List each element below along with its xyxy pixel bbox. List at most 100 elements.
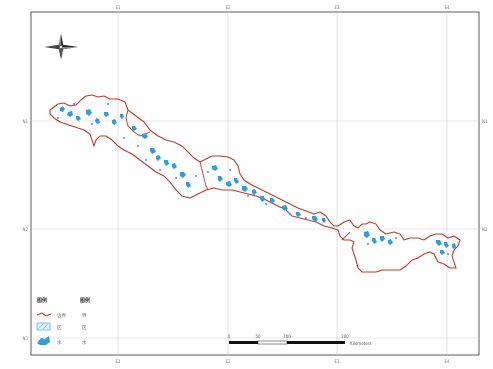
water-patch	[270, 198, 275, 204]
legend-label2-hatched: 区	[82, 325, 87, 331]
water-dot	[175, 177, 177, 179]
water-dot	[57, 117, 59, 119]
water-patch	[120, 114, 124, 119]
water-patch	[180, 172, 186, 178]
legend-label2-boundary: 界	[82, 313, 87, 319]
water-patch	[150, 148, 156, 154]
water-dot	[159, 169, 161, 171]
top-label-4: E4	[444, 5, 450, 10]
right-label-2: N2	[482, 227, 488, 232]
water-patch	[260, 196, 265, 202]
scale-segment-1	[229, 341, 258, 344]
water-patch	[67, 111, 73, 117]
water-patch	[372, 238, 377, 244]
water-patch	[322, 218, 326, 223]
water-patch	[226, 181, 232, 187]
water-dots	[57, 103, 449, 255]
water-patch	[440, 250, 445, 255]
water-patch	[104, 112, 109, 117]
left-label-3: N3	[22, 336, 28, 341]
left-label-2: N2	[22, 227, 28, 232]
interior-boundary-3	[341, 231, 351, 241]
water-patch	[252, 189, 257, 195]
legend-label-boundary: 边界	[57, 312, 66, 319]
water-dot	[137, 145, 139, 147]
water-features	[60, 106, 456, 255]
map-frame	[30, 11, 480, 356]
scale-bar: 0 50 100 200 Kilometers	[228, 334, 372, 346]
scale-tick-50: 50	[255, 334, 261, 339]
water-patch	[242, 186, 248, 192]
interior-boundary-2	[125, 109, 151, 137]
top-label-3: E3	[334, 5, 340, 10]
legend-label-hatched: 区	[57, 325, 62, 331]
water-dot	[73, 103, 75, 105]
water-patch	[112, 119, 117, 125]
water-patch	[186, 182, 191, 188]
water-patch	[436, 240, 442, 246]
legend-heading-2: 图例	[80, 297, 90, 304]
water-dot	[447, 253, 449, 255]
water-dot	[229, 169, 231, 171]
hatched-area-icon	[36, 322, 51, 331]
water-dot	[367, 243, 369, 245]
compass-north-arrow-icon	[44, 34, 78, 60]
graticule	[31, 12, 479, 355]
water-patch	[282, 205, 288, 211]
water-patch	[364, 231, 370, 238]
grid-labels: E1 E2 E3 E4 E1 E2 E3 E4 N1 N2 N3 N1 N2	[22, 5, 488, 364]
scale-segment-2	[257, 340, 288, 345]
water-patch	[86, 109, 92, 116]
water-patch	[172, 163, 177, 169]
water-dot	[107, 103, 109, 105]
water-patch	[312, 216, 318, 222]
water-dot	[207, 171, 209, 173]
study-area	[49, 94, 461, 273]
water-dot	[305, 217, 307, 219]
map-legend: 图例 图例 边界 界 区 区 水 水	[36, 297, 90, 346]
bottom-label-1: E1	[115, 359, 121, 364]
interior-boundary-1	[199, 161, 209, 191]
water-patch	[296, 212, 301, 217]
legend-label2-water: 水	[82, 339, 87, 346]
left-label-1: N1	[22, 119, 28, 124]
hatch-line	[37, 323, 44, 330]
water-fill-icon	[37, 336, 50, 345]
water-patch	[388, 239, 393, 245]
scale-tick-200: 200	[341, 334, 349, 339]
right-label-1: N1	[482, 119, 488, 124]
legend-heading: 图例	[37, 297, 47, 304]
water-dot	[91, 123, 93, 125]
water-dot	[145, 159, 147, 161]
water-patch	[164, 160, 169, 166]
water-patch	[95, 118, 100, 124]
water-patch	[132, 126, 137, 131]
study-area-boundary	[49, 94, 461, 273]
top-label-1: E1	[115, 5, 121, 10]
water-patch	[212, 165, 218, 171]
hatch-line	[42, 323, 49, 330]
bottom-label-3: E3	[334, 359, 340, 364]
water-patch	[234, 178, 239, 184]
water-dot	[195, 175, 197, 177]
water-dot	[395, 237, 397, 239]
legend-label-water: 水	[57, 339, 62, 346]
scale-segment-3	[287, 341, 345, 344]
water-dot	[265, 203, 267, 205]
water-patch	[452, 243, 456, 249]
water-patch	[76, 116, 81, 121]
bottom-label-4: E4	[444, 359, 450, 364]
scale-tick-0: 0	[228, 334, 231, 339]
water-patch	[142, 133, 148, 139]
water-patch	[444, 242, 449, 248]
water-patch	[156, 155, 161, 161]
water-dot	[123, 137, 125, 139]
top-label-2: E2	[225, 5, 231, 10]
scale-tick-100: 100	[283, 334, 291, 339]
water-dot	[247, 195, 249, 197]
boundary-line-icon	[36, 312, 52, 317]
bottom-label-2: E2	[225, 359, 231, 364]
water-patch	[380, 236, 385, 242]
water-dot	[289, 213, 291, 215]
